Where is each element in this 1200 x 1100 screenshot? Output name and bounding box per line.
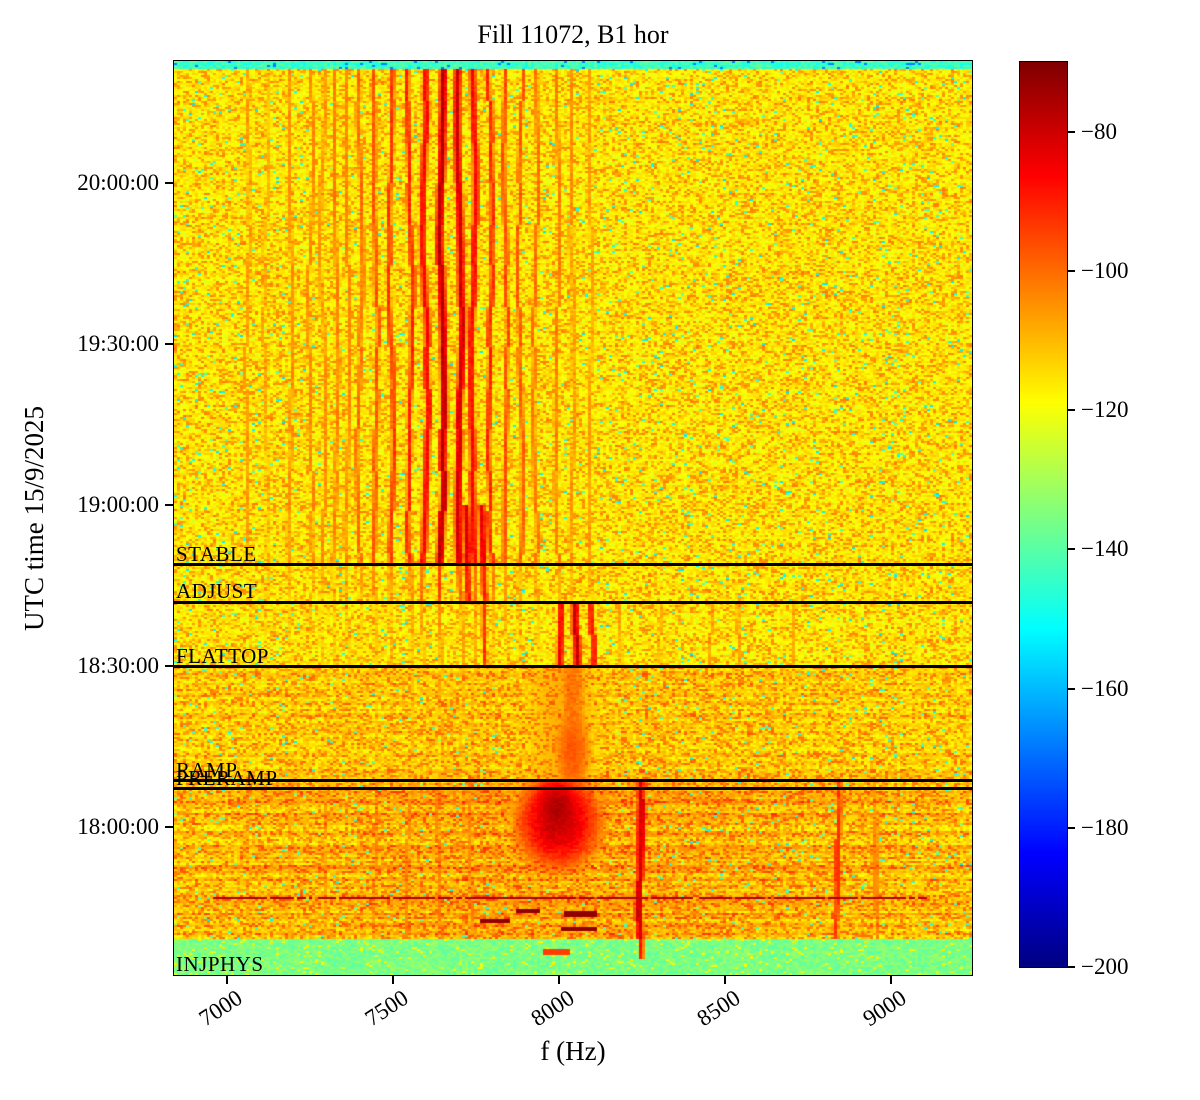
colorbar-tick-label: −140 <box>1081 536 1129 562</box>
colorbar-tick-label: −200 <box>1081 954 1129 979</box>
x-tick <box>724 976 727 984</box>
colorbar-border <box>1019 61 1068 968</box>
y-tick <box>165 182 173 185</box>
y-tick <box>165 825 173 828</box>
colorbar-tick-label: −100 <box>1081 257 1129 283</box>
x-tick-label: 8500 <box>692 985 745 1032</box>
colorbar-tick <box>1067 409 1075 412</box>
y-tick <box>165 665 173 668</box>
colorbar-tick <box>1067 130 1075 133</box>
x-tick-label: 8000 <box>526 985 579 1032</box>
x-tick-label: 7500 <box>360 985 413 1032</box>
colorbar-tick <box>1067 826 1075 829</box>
x-tick <box>558 976 561 984</box>
y-tick <box>165 343 173 346</box>
colorbar-tick <box>1067 687 1075 690</box>
x-tick-label: 7000 <box>194 985 247 1032</box>
x-axis-label: f (Hz) <box>540 1036 606 1066</box>
y-tick <box>165 504 173 507</box>
colorbar-tick <box>1067 548 1075 551</box>
colorbar-canvas <box>1020 62 1067 967</box>
plot-title: Fill 11072, B1 hor <box>477 20 669 49</box>
colorbar-tick-label: −120 <box>1081 397 1129 423</box>
x-tick <box>890 976 893 984</box>
colorbar-tick <box>1067 269 1075 272</box>
plot-border <box>173 60 973 976</box>
colorbar-tick-label: −80 <box>1081 118 1117 144</box>
spectrogram-canvas <box>174 61 972 975</box>
x-tick <box>392 976 395 984</box>
y-axis-label: UTC time 15/9/2025 <box>18 405 49 631</box>
x-tick <box>226 976 229 984</box>
x-tick-label: 9000 <box>858 985 911 1032</box>
colorbar-tick-label: −160 <box>1081 675 1129 701</box>
colorbar-tick-label: −180 <box>1081 814 1129 840</box>
colorbar-tick <box>1067 966 1075 968</box>
